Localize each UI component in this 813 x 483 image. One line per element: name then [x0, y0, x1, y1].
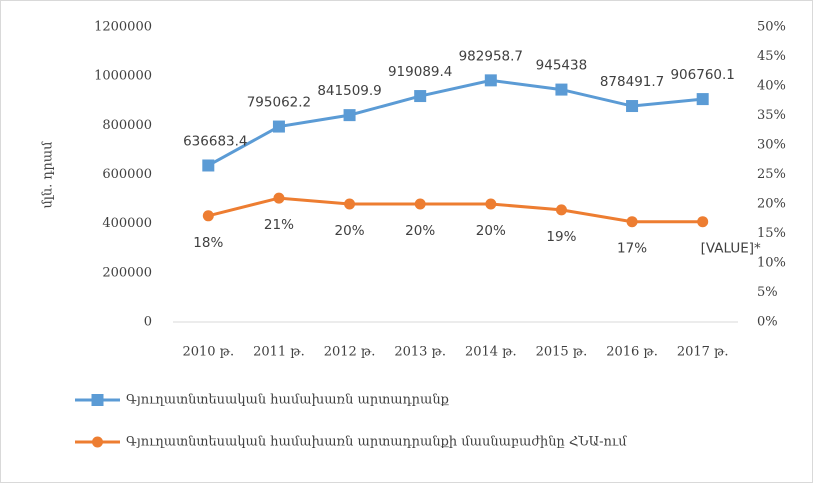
point-marker: [343, 109, 356, 122]
series-line: [207, 78, 703, 167]
x-tick-label: 2014 թ.: [465, 345, 517, 360]
data-label: 20%: [335, 223, 365, 239]
y-tick-label: 1000000: [94, 69, 152, 84]
data-label: 919089.4: [388, 64, 452, 80]
y2-tick-label: 20%: [757, 197, 786, 212]
point-marker: [202, 210, 214, 222]
data-label: 20%: [476, 223, 506, 239]
data-label: 19%: [546, 229, 576, 245]
y2-tick-label: 15%: [757, 226, 786, 241]
x-tick-label: 2012 թ.: [324, 345, 376, 360]
y-axis-label: մլն. դրամ: [41, 141, 56, 209]
point-marker: [697, 216, 709, 228]
data-label: 945438: [536, 58, 588, 74]
point-marker: [626, 216, 638, 228]
y-tick-label: 800000: [102, 118, 152, 133]
y2-tick-label: 25%: [757, 167, 786, 182]
point-marker: [272, 120, 285, 133]
point-marker: [485, 198, 497, 210]
y-tick-label: 1200000: [94, 20, 152, 35]
x-tick-label: 2011 թ.: [253, 345, 305, 360]
data-label: 841509.9: [317, 83, 381, 99]
y2-tick-label: 5%: [757, 285, 778, 300]
legend-marker: [92, 436, 103, 448]
y2-tick-label: 40%: [757, 79, 786, 94]
point-marker: [202, 159, 215, 172]
x-tick-label: 2017 թ.: [677, 345, 729, 360]
legend-label: Գյուղատնտեսական համախառն արտադրանք: [126, 393, 450, 408]
y2-tick-label: 35%: [757, 108, 786, 123]
data-label: 795062.2: [247, 95, 311, 111]
x-tick-label: 2015 թ.: [536, 345, 588, 360]
y-tick-label: 0: [144, 315, 152, 330]
point-marker: [696, 93, 709, 106]
point-marker: [555, 83, 568, 96]
y2-tick-label: 50%: [757, 20, 786, 35]
x-tick-label: 2016 թ.: [606, 345, 658, 360]
data-label: 21%: [264, 217, 294, 233]
data-label: 982958.7: [459, 48, 523, 64]
data-label: [VALUE]*: [701, 241, 761, 257]
point-marker: [626, 100, 639, 113]
series-line: [207, 196, 703, 224]
data-label: 17%: [617, 241, 647, 257]
data-label: 18%: [193, 235, 223, 251]
y-tick-label: 600000: [102, 167, 152, 182]
x-tick-label: 2013 թ.: [394, 345, 446, 360]
point-marker: [484, 74, 497, 87]
data-label: 906760.1: [670, 67, 734, 83]
point-marker: [273, 192, 285, 204]
legend-marker: [91, 394, 104, 406]
point-marker: [414, 198, 426, 210]
point-marker: [344, 198, 356, 210]
y2-tick-label: 30%: [757, 138, 786, 153]
y2-tick-label: 45%: [757, 49, 786, 64]
y2-tick-label: 0%: [757, 315, 778, 330]
point-marker: [414, 90, 427, 103]
data-label: 636683.4: [183, 133, 247, 149]
legend-label: Գյուղատնտեսական համախառն արտադրանքի մասն…: [126, 435, 627, 450]
y-tick-label: 200000: [102, 265, 152, 280]
data-label: 20%: [405, 223, 435, 239]
x-tick-label: 2010 թ.: [182, 345, 234, 360]
data-label: 878491.7: [600, 74, 664, 90]
point-marker: [555, 204, 567, 216]
y2-tick-label: 10%: [757, 256, 786, 271]
y-tick-label: 400000: [102, 216, 152, 231]
